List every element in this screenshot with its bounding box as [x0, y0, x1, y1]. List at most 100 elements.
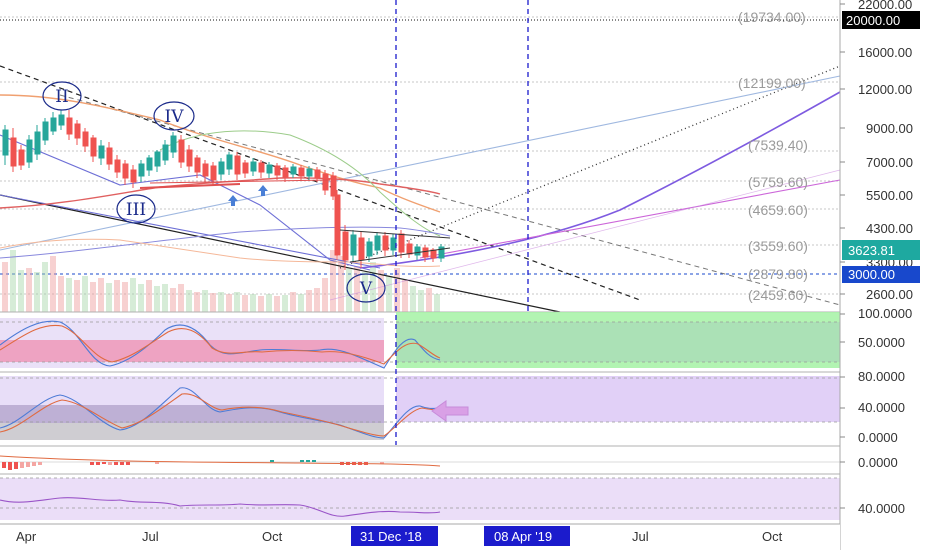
candle	[186, 145, 193, 172]
svg-text:Jul: Jul	[632, 529, 649, 544]
stoch-rsi-pane[interactable]	[0, 311, 932, 369]
candle	[90, 135, 97, 162]
candle	[202, 160, 209, 182]
candle	[234, 152, 241, 180]
svg-text:(7539.40): (7539.40)	[748, 137, 808, 153]
svg-text:2600.00: 2600.00	[866, 287, 913, 302]
candle	[18, 145, 25, 170]
svg-text:22000.00: 22000.00	[858, 0, 912, 12]
svg-text:Oct: Oct	[262, 529, 283, 544]
candle	[290, 164, 297, 178]
macd-pane[interactable]	[0, 445, 932, 470]
candle	[282, 165, 289, 182]
svg-text:II: II	[55, 87, 68, 107]
candle	[138, 160, 145, 182]
candle	[66, 110, 73, 140]
candle	[170, 132, 177, 158]
svg-text:0.0000: 0.0000	[858, 455, 898, 470]
candle	[422, 245, 429, 262]
svg-text:0.0000: 0.0000	[858, 430, 898, 445]
svg-text:5500.00: 5500.00	[866, 188, 913, 203]
stochastic-pane[interactable]	[0, 371, 932, 440]
svg-text:(2879.80): (2879.80)	[748, 266, 808, 282]
svg-text:80.0000: 80.0000	[858, 369, 905, 384]
candle	[334, 190, 341, 260]
svg-text:08 Apr '19: 08 Apr '19	[494, 529, 552, 544]
candlesticks	[2, 110, 445, 270]
svg-text:3623.81: 3623.81	[848, 243, 895, 258]
candle	[74, 120, 81, 145]
moving-averages	[0, 94, 451, 268]
svg-text:3000.00: 3000.00	[848, 267, 895, 282]
candle	[26, 135, 33, 168]
candle	[250, 158, 257, 176]
candle	[10, 128, 17, 172]
svg-text:(5759.60): (5759.60)	[748, 174, 808, 190]
svg-text:50.0000: 50.0000	[858, 335, 905, 350]
stoch-d2-line	[0, 393, 441, 437]
arrow-up-icon	[228, 195, 238, 206]
wave-label-iv: IV	[153, 101, 195, 131]
time-axis[interactable]: Apr Jul Oct Jul Oct 31 Dec '18 08 Apr '1…	[0, 523, 840, 550]
price-tag-current: 3623.81	[842, 240, 920, 260]
stoch-d-line	[0, 324, 441, 365]
price-axis[interactable]: 22000.00 16000.00 12000.00 9000.00 7000.…	[839, 0, 932, 550]
candle	[374, 232, 381, 255]
wave-label-ii: II	[42, 81, 82, 111]
candle	[382, 232, 389, 256]
candle	[330, 172, 337, 200]
rsi-pane[interactable]	[0, 473, 932, 520]
arrow-up-icon	[258, 185, 268, 196]
candle	[106, 142, 113, 170]
rsi-line	[0, 497, 441, 517]
candle	[146, 155, 153, 176]
wave-label-v: V	[346, 273, 386, 303]
svg-text:V: V	[359, 279, 373, 299]
volume-bars	[2, 250, 440, 312]
svg-text:7000.00: 7000.00	[866, 155, 913, 170]
candle	[34, 125, 41, 160]
candle	[194, 155, 201, 178]
svg-text:20000.00: 20000.00	[846, 13, 900, 28]
stoch-k-line	[0, 320, 441, 369]
triangle-pattern	[339, 229, 451, 263]
price-level-annotations: (19734.00) (12199.00) (7539.40) (5759.60…	[738, 9, 808, 303]
svg-text:100.0000: 100.0000	[858, 306, 912, 321]
candle	[50, 112, 57, 135]
arrow-left-icon	[431, 400, 469, 422]
candle	[130, 165, 137, 188]
svg-text:12000.00: 12000.00	[858, 82, 912, 97]
candle	[242, 160, 249, 178]
candle	[366, 238, 373, 262]
level-ticks	[139, 179, 331, 189]
candle	[82, 128, 89, 152]
svg-text:(3559.60): (3559.60)	[748, 238, 808, 254]
wave-label-iii: III	[116, 194, 156, 224]
svg-text:31 Dec '18: 31 Dec '18	[360, 529, 422, 544]
candle	[226, 152, 233, 175]
svg-text:(4659.60): (4659.60)	[748, 202, 808, 218]
candle	[162, 140, 169, 165]
svg-text:(12199.00): (12199.00)	[738, 75, 806, 91]
svg-text:Oct: Oct	[762, 529, 783, 544]
candle	[98, 140, 105, 165]
price-tag-top: 20000.00	[842, 11, 920, 29]
candle	[298, 165, 305, 180]
candle	[154, 150, 161, 172]
trend-lines	[0, 65, 841, 313]
svg-text:(19734.00): (19734.00)	[738, 9, 806, 25]
candle	[350, 230, 357, 262]
candle	[178, 135, 185, 168]
candle	[342, 225, 349, 270]
svg-text:9000.00: 9000.00	[866, 121, 913, 136]
candle	[218, 158, 225, 180]
candle	[306, 166, 313, 180]
date-tag-apr: 08 Apr '19	[484, 526, 570, 546]
candle	[42, 118, 49, 145]
svg-text:16000.00: 16000.00	[858, 45, 912, 60]
candle	[58, 110, 65, 130]
date-tag-dec: 31 Dec '18	[351, 526, 438, 546]
main-pane[interactable]	[0, 0, 840, 312]
candle	[266, 162, 273, 178]
